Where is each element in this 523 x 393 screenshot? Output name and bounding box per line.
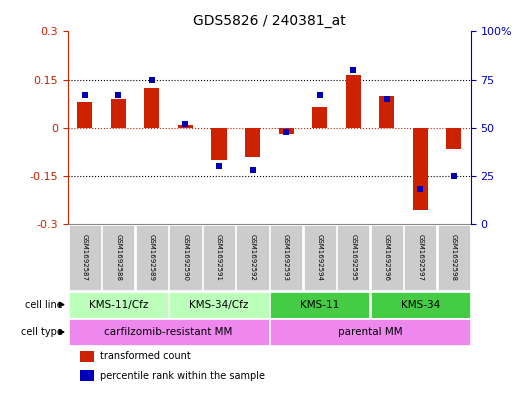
Bar	[102, 225, 134, 290]
Text: cell line: cell line	[25, 299, 63, 310]
Text: GSM1692590: GSM1692590	[183, 234, 188, 281]
Bar	[303, 225, 336, 290]
Bar	[379, 95, 394, 128]
Text: GSM1692587: GSM1692587	[82, 234, 88, 281]
Text: GSM1692595: GSM1692595	[350, 234, 356, 281]
Bar	[312, 107, 327, 128]
Text: KMS-11/Cfz: KMS-11/Cfz	[88, 299, 148, 310]
Bar	[279, 128, 294, 134]
Text: GSM1692591: GSM1692591	[216, 234, 222, 281]
Text: GSM1692589: GSM1692589	[149, 234, 155, 281]
Bar	[413, 128, 428, 209]
Text: GSM1692594: GSM1692594	[317, 234, 323, 281]
Text: KMS-34: KMS-34	[401, 299, 440, 310]
Bar	[270, 225, 302, 290]
Text: GDS5826 / 240381_at: GDS5826 / 240381_at	[193, 13, 346, 28]
Text: GSM1692588: GSM1692588	[116, 234, 121, 281]
Bar	[203, 225, 235, 290]
Bar	[80, 351, 94, 362]
Bar	[245, 128, 260, 156]
Bar	[270, 292, 369, 318]
Bar	[77, 102, 93, 128]
Bar	[438, 225, 470, 290]
Bar	[371, 225, 403, 290]
Bar	[337, 225, 369, 290]
Bar	[80, 370, 94, 381]
Bar	[169, 225, 201, 290]
Bar	[69, 292, 168, 318]
Bar	[169, 292, 269, 318]
Bar	[346, 75, 361, 128]
Bar	[211, 128, 226, 160]
Text: GSM1692597: GSM1692597	[417, 234, 423, 281]
Text: GSM1692596: GSM1692596	[384, 234, 390, 281]
Bar	[178, 125, 193, 128]
Bar	[270, 319, 470, 345]
Bar	[446, 128, 461, 149]
Text: cell type: cell type	[21, 327, 63, 337]
Bar	[69, 225, 101, 290]
Text: GSM1692598: GSM1692598	[451, 234, 457, 281]
Text: KMS-11: KMS-11	[300, 299, 339, 310]
Bar	[136, 225, 168, 290]
Bar	[69, 319, 269, 345]
Text: KMS-34/Cfz: KMS-34/Cfz	[189, 299, 249, 310]
Text: GSM1692592: GSM1692592	[249, 234, 256, 281]
Text: parental MM: parental MM	[338, 327, 402, 337]
Bar	[144, 88, 160, 128]
Text: carfilzomib-resistant MM: carfilzomib-resistant MM	[105, 327, 233, 337]
Bar	[236, 225, 269, 290]
Text: transformed count: transformed count	[100, 351, 191, 361]
Bar	[111, 99, 126, 128]
Text: percentile rank within the sample: percentile rank within the sample	[100, 371, 265, 381]
Bar	[371, 292, 470, 318]
Bar	[404, 225, 437, 290]
Text: GSM1692593: GSM1692593	[283, 234, 289, 281]
